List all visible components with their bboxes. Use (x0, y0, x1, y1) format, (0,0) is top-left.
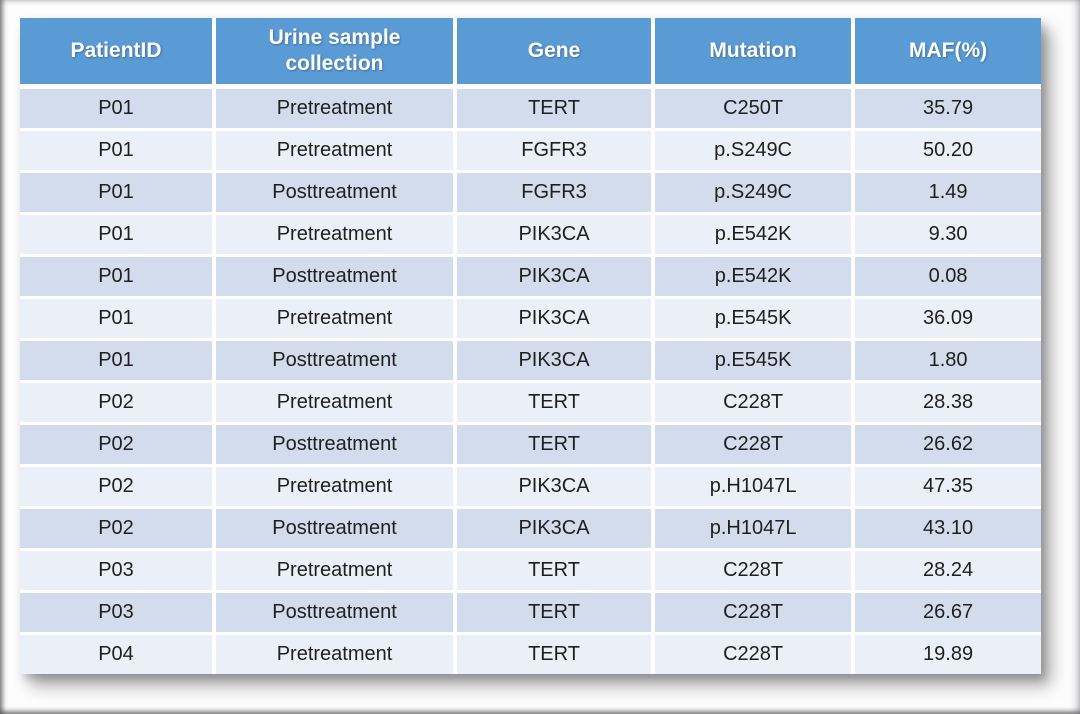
table-row: P01 Pretreatment FGFR3 p.S249C 50.20 (20, 131, 1041, 173)
table-cell-gene: PIK3CA (456, 467, 656, 509)
table-cell-patient-id: P02 (20, 509, 217, 551)
table-cell-gene: PIK3CA (456, 215, 656, 257)
table-cell-mutation: C228T (655, 593, 856, 635)
table-row: P01 Posttreatment PIK3CA p.E542K 0.08 (20, 257, 1041, 299)
table-cell-patient-id: P01 (20, 173, 217, 215)
table-cell-mutation: C228T (655, 635, 856, 674)
table-cell-gene: PIK3CA (456, 257, 656, 299)
table-row: P01 Posttreatment PIK3CA p.E545K 1.80 (20, 341, 1041, 383)
table-row: P01 Pretreatment PIK3CA p.E542K 9.30 (20, 215, 1041, 257)
table-cell-collection: Pretreatment (216, 551, 457, 593)
column-header-maf: MAF(%) (855, 18, 1041, 89)
table-cell-patient-id: P01 (20, 257, 217, 299)
table-cell-collection: Pretreatment (216, 467, 457, 509)
table-body: P01 Pretreatment TERT C250T 35.79 P01 Pretreat… (20, 89, 1041, 674)
table-cell-patient-id: P03 (20, 551, 217, 593)
table-row: P01 Pretreatment PIK3CA p.E545K 36.09 (20, 299, 1041, 341)
table-cell-collection: Pretreatment (216, 383, 457, 425)
table-cell-mutation: p.S249C (655, 173, 856, 215)
table-cell-maf: 26.67 (855, 593, 1041, 635)
header-row: PatientID Urine sample collection Gene M… (20, 18, 1041, 89)
table-cell-gene: TERT (456, 383, 656, 425)
table-cell-collection: Posttreatment (216, 173, 457, 215)
table-cell-mutation: p.E542K (655, 257, 856, 299)
table-cell-patient-id: P03 (20, 593, 217, 635)
table-cell-maf: 47.35 (855, 467, 1041, 509)
table-cell-mutation: C250T (655, 89, 856, 131)
table-cell-mutation: p.E545K (655, 299, 856, 341)
table-cell-gene: TERT (456, 593, 656, 635)
table-cell-gene: PIK3CA (456, 341, 656, 383)
table-cell-mutation: p.E545K (655, 341, 856, 383)
table-cell-mutation: p.H1047L (655, 467, 856, 509)
table-cell-maf: 35.79 (855, 89, 1041, 131)
table-cell-collection: Posttreatment (216, 257, 457, 299)
table-cell-patient-id: P01 (20, 215, 217, 257)
table-cell-gene: PIK3CA (456, 299, 656, 341)
table-row: P04 Pretreatment TERT C228T 19.89 (20, 635, 1041, 674)
table-cell-gene: FGFR3 (456, 173, 656, 215)
table-cell-patient-id: P01 (20, 89, 217, 131)
table-cell-gene: TERT (456, 89, 656, 131)
mutation-maf-table: PatientID Urine sample collection Gene M… (20, 18, 1041, 674)
table-cell-collection: Pretreatment (216, 131, 457, 173)
table-row: P01 Pretreatment TERT C250T 35.79 (20, 89, 1041, 131)
table-cell-patient-id: P02 (20, 425, 217, 467)
table-cell-collection: Posttreatment (216, 509, 457, 551)
table-cell-gene: TERT (456, 425, 656, 467)
table-row: P02 Posttreatment PIK3CA p.H1047L 43.10 (20, 509, 1041, 551)
table-row: P02 Pretreatment TERT C228T 28.38 (20, 383, 1041, 425)
table-cell-patient-id: P01 (20, 299, 217, 341)
table-cell-patient-id: P04 (20, 635, 217, 674)
table-cell-gene: TERT (456, 635, 656, 674)
table-cell-mutation: p.E542K (655, 215, 856, 257)
table-cell-collection: Pretreatment (216, 215, 457, 257)
table-cell-collection: Posttreatment (216, 341, 457, 383)
table-cell-gene: PIK3CA (456, 509, 656, 551)
table-row: P02 Posttreatment TERT C228T 26.62 (20, 425, 1041, 467)
table-cell-maf: 28.38 (855, 383, 1041, 425)
table-cell-maf: 50.20 (855, 131, 1041, 173)
table-cell-mutation: C228T (655, 383, 856, 425)
table-cell-mutation: p.H1047L (655, 509, 856, 551)
table-cell-patient-id: P02 (20, 383, 217, 425)
table-cell-maf: 26.62 (855, 425, 1041, 467)
mutation-table-card: PatientID Urine sample collection Gene M… (20, 18, 1041, 674)
table-cell-mutation: p.S249C (655, 131, 856, 173)
table-row: P02 Pretreatment PIK3CA p.H1047L 47.35 (20, 467, 1041, 509)
table-cell-collection: Pretreatment (216, 635, 457, 674)
column-header-collection: Urine sample collection (216, 18, 457, 89)
table-cell-maf: 1.80 (855, 341, 1041, 383)
table-row: P01 Posttreatment FGFR3 p.S249C 1.49 (20, 173, 1041, 215)
table-cell-maf: 43.10 (855, 509, 1041, 551)
table-cell-patient-id: P01 (20, 341, 217, 383)
table-cell-mutation: C228T (655, 551, 856, 593)
table-cell-maf: 0.08 (855, 257, 1041, 299)
table-row: P03 Posttreatment TERT C228T 26.67 (20, 593, 1041, 635)
table-cell-gene: FGFR3 (456, 131, 656, 173)
table-cell-collection: Pretreatment (216, 89, 457, 131)
column-header-gene: Gene (456, 18, 656, 89)
table-cell-patient-id: P01 (20, 131, 217, 173)
table-cell-gene: TERT (456, 551, 656, 593)
table-cell-maf: 28.24 (855, 551, 1041, 593)
table-cell-maf: 19.89 (855, 635, 1041, 674)
table-cell-maf: 36.09 (855, 299, 1041, 341)
table-cell-collection: Posttreatment (216, 593, 457, 635)
column-header-mutation: Mutation (655, 18, 856, 89)
table-cell-maf: 1.49 (855, 173, 1041, 215)
table-cell-collection: Pretreatment (216, 299, 457, 341)
table-row: P03 Pretreatment TERT C228T 28.24 (20, 551, 1041, 593)
column-header-patient-id: PatientID (20, 18, 217, 89)
table-cell-maf: 9.30 (855, 215, 1041, 257)
table-cell-mutation: C228T (655, 425, 856, 467)
table-cell-patient-id: P02 (20, 467, 217, 509)
table-cell-collection: Posttreatment (216, 425, 457, 467)
